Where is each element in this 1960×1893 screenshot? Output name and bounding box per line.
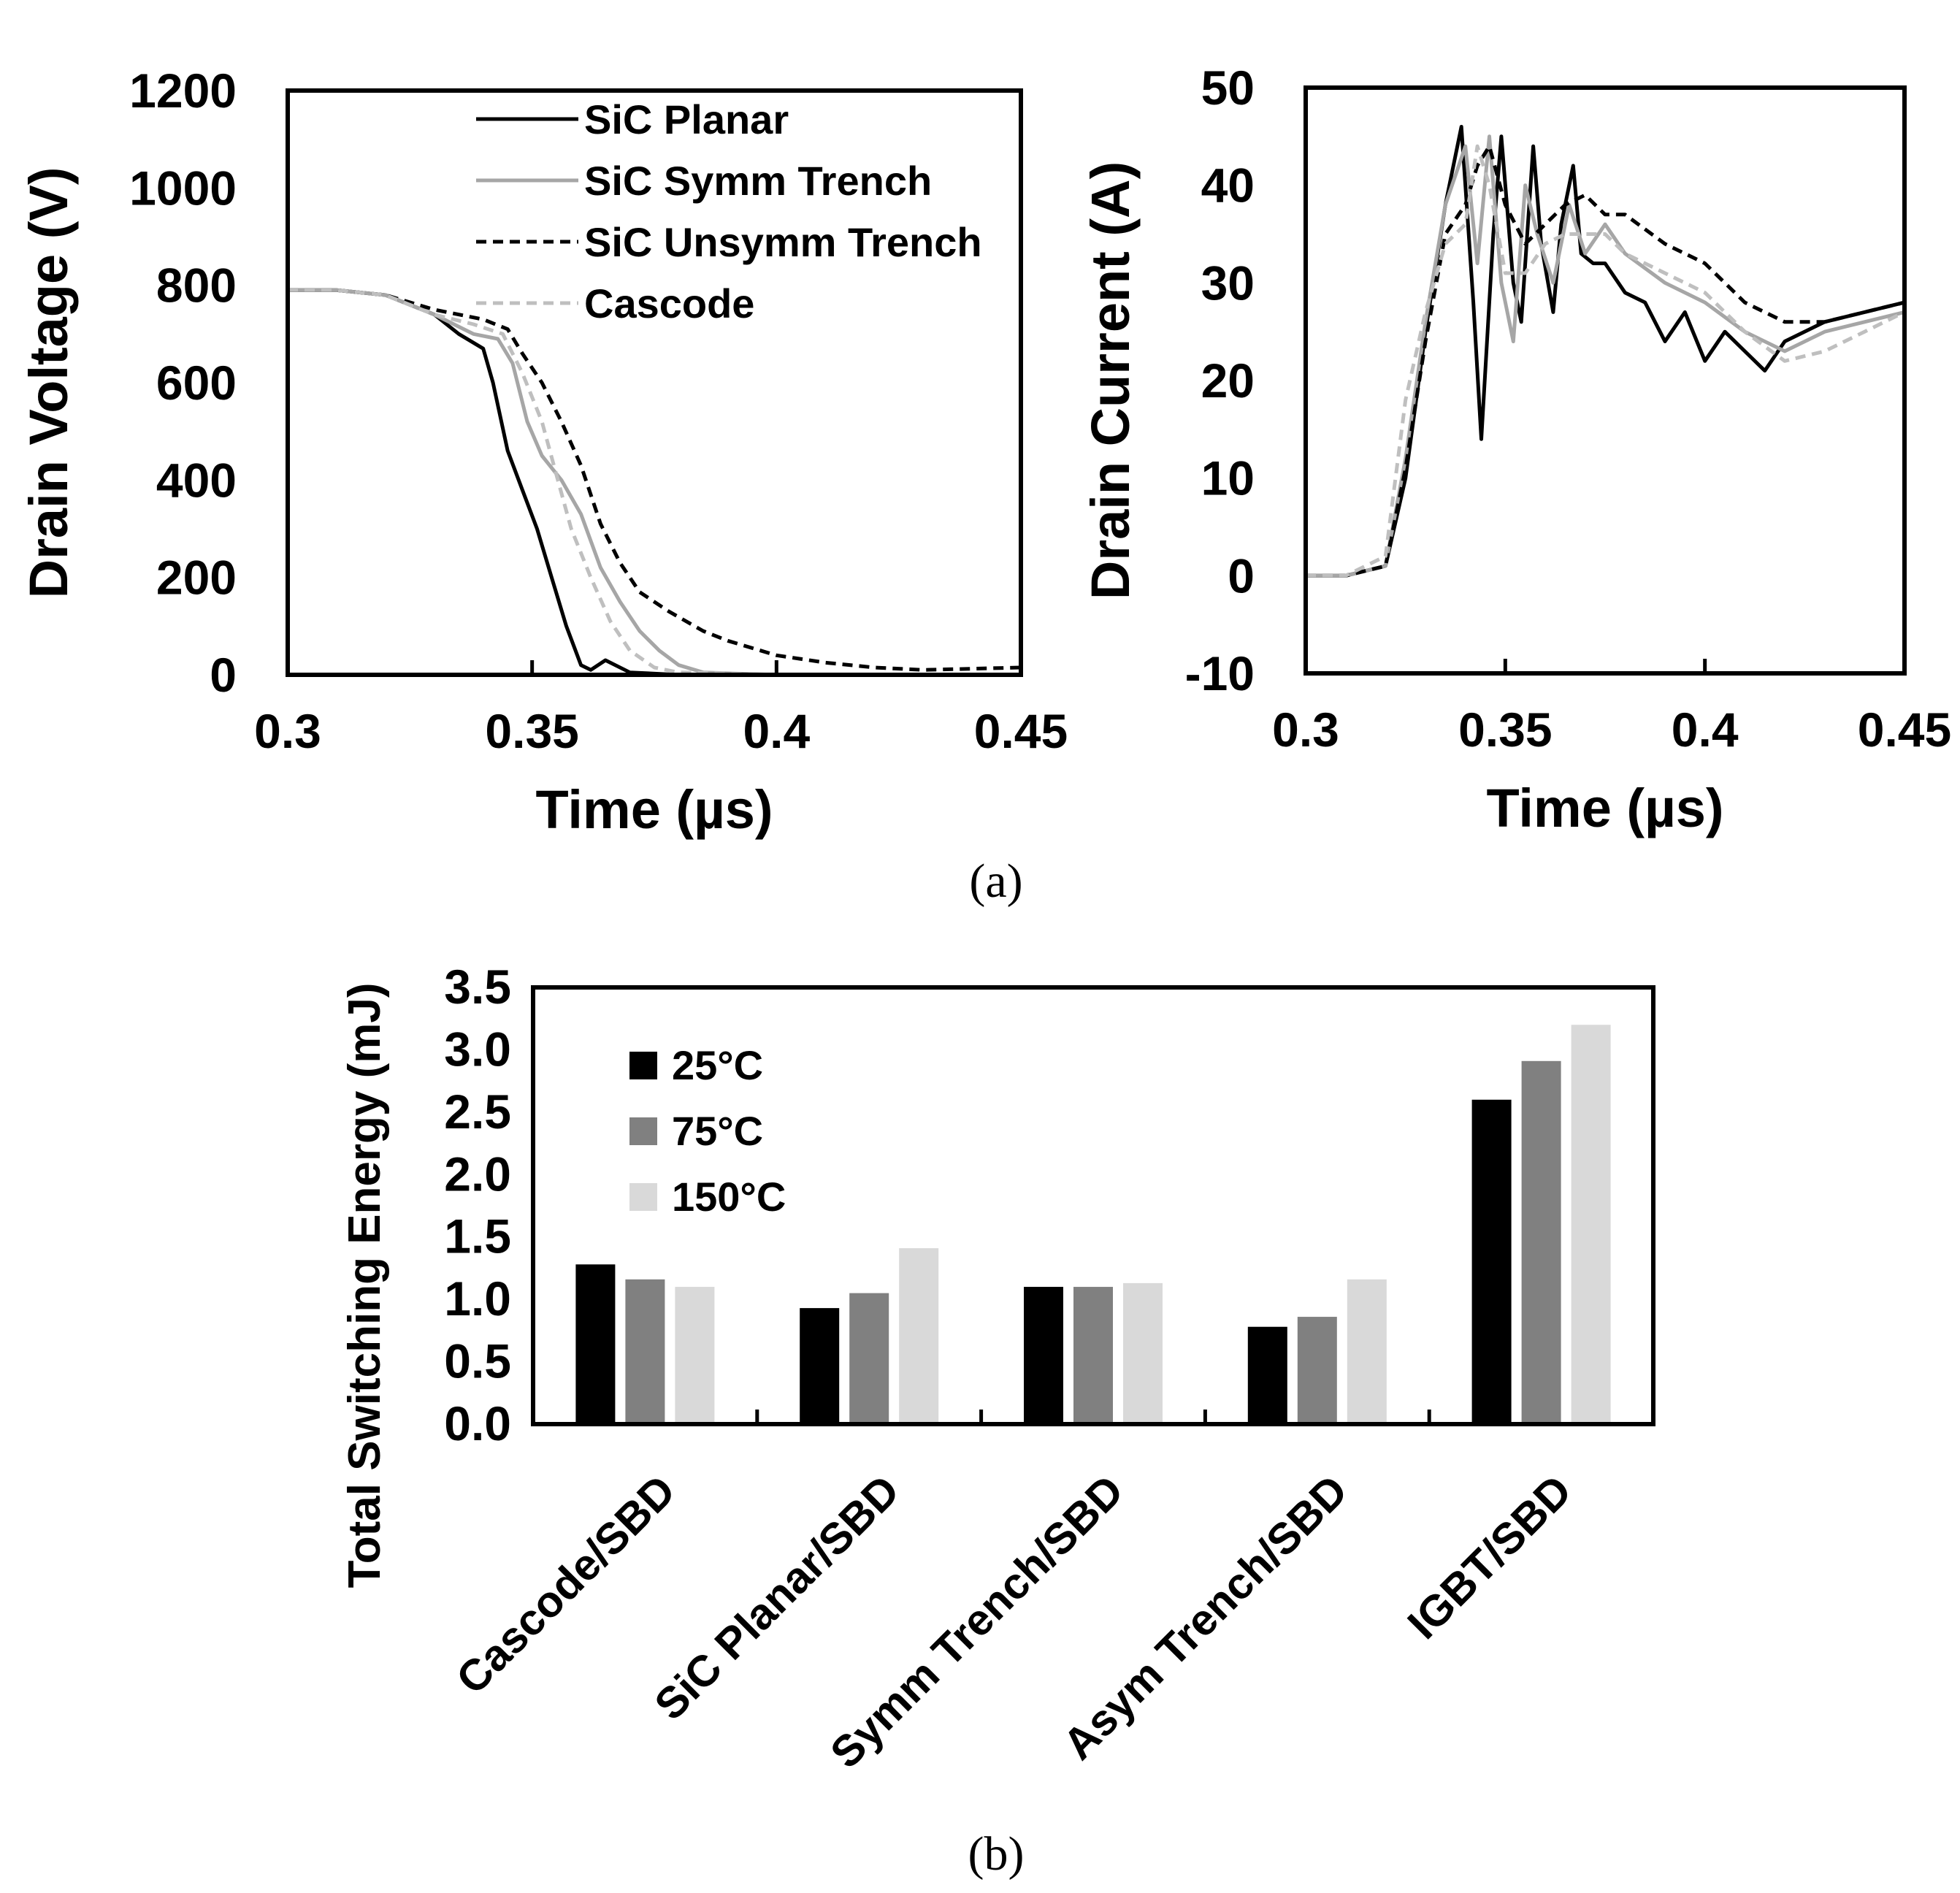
- current-x-tick-label: 0.35: [1458, 703, 1552, 757]
- voltage-series-line-sic-symm-trench: [288, 288, 1021, 677]
- energy-y-tick-label: 0.0: [444, 1396, 511, 1450]
- voltage-x-tick-label: 0.4: [743, 704, 810, 758]
- energy-bar-symm-trench-sbd-75-c: [1073, 1287, 1113, 1424]
- energy-category-label: SiC Planar/SBD: [645, 1466, 908, 1729]
- energy-plot-frame: [531, 985, 1655, 1426]
- energy-bar-symm-trench-sbd-150-c: [1123, 1282, 1163, 1424]
- drain-voltage-chart: 0 200 400 600 800 1000 1200 0.3 0.35 0.4 0.45 Time …: [18, 64, 1068, 840]
- voltage-legend-label-sic-unsymm-trench: SiC Unsymm Trench: [584, 219, 982, 265]
- energy-category-label: Cascode/SBD: [447, 1466, 685, 1704]
- voltage-series-line-sic-unsymm-trench: [288, 288, 1022, 672]
- energy-bar-sic-planar-sbd-150-c: [899, 1248, 939, 1424]
- energy-y-tick-label: 1.0: [444, 1271, 511, 1326]
- energy-y-tick-label: 2.5: [444, 1085, 511, 1139]
- current-y-tick-label: 50: [1201, 61, 1255, 115]
- energy-y-tick-label: 1.5: [444, 1209, 511, 1263]
- current-y-axis-label: Drain Current (A): [1080, 161, 1141, 600]
- current-series-line-cascode: [1306, 144, 1906, 578]
- current-plot-frame: [1304, 85, 1907, 676]
- voltage-legend-label-sic-planar: SiC Planar: [584, 96, 789, 142]
- energy-y-tick-label: 3.5: [444, 960, 511, 1014]
- voltage-y-tick-label: 800: [156, 259, 237, 313]
- current-y-tick-label: 40: [1201, 158, 1255, 213]
- energy-category-label: IGBT/SBD: [1398, 1466, 1581, 1648]
- energy-bar-sic-planar-sbd-25-c: [800, 1308, 840, 1424]
- drain-current-chart: -10 0 10 20 30 40 50 0.3 0.35 0.4 0.45 Time (µs) Dra…: [1080, 61, 1951, 838]
- voltage-x-axis-label: Time (µs): [535, 779, 773, 840]
- voltage-x-tick-label: 0.3: [254, 704, 321, 758]
- voltage-y-tick-label: 0: [210, 648, 237, 702]
- energy-legend-label-75-c: 75°C: [672, 1108, 763, 1154]
- energy-bar-cascode-sbd-25-c: [575, 1264, 616, 1424]
- voltage-x-tick-label: 0.45: [974, 704, 1068, 758]
- voltage-y-tick-label: 1200: [129, 64, 237, 118]
- voltage-x-tick-label: 0.35: [485, 704, 578, 758]
- current-x-tick-label: 0.45: [1858, 703, 1951, 757]
- energy-bar-igbt-sbd-150-c: [1571, 1025, 1611, 1424]
- energy-legend-label-150-c: 150°C: [672, 1174, 786, 1220]
- voltage-series-line-sic-planar: [288, 288, 1021, 677]
- voltage-legend-label-sic-symm-trench: SiC Symm Trench: [584, 158, 932, 204]
- energy-y-tick-label: 0.5: [444, 1334, 511, 1388]
- energy-bar-asym-trench-sbd-150-c: [1347, 1279, 1387, 1424]
- current-y-tick-label: 30: [1201, 256, 1255, 310]
- panel-b-text: (b): [968, 1827, 1025, 1881]
- current-y-tick-label: 0: [1228, 548, 1255, 603]
- energy-y-axis-label: Total Switching Energy (mJ): [340, 982, 390, 1588]
- voltage-legend-label-cascode: Cascode: [584, 280, 754, 326]
- current-y-tick-label: 10: [1201, 451, 1255, 505]
- energy-bar-asym-trench-sbd-75-c: [1297, 1317, 1337, 1424]
- current-x-axis-label: Time (µs): [1486, 778, 1723, 838]
- energy-bar-igbt-sbd-75-c: [1521, 1060, 1561, 1424]
- energy-y-tick-label: 2.0: [444, 1147, 511, 1201]
- energy-y-tick-label: 3.0: [444, 1022, 511, 1076]
- panel-label-b: (b): [968, 1827, 1025, 1881]
- current-x-tick-label: 0.3: [1272, 703, 1339, 757]
- voltage-y-axis-label: Drain Voltage (V): [18, 167, 79, 599]
- energy-bar-symm-trench-sbd-25-c: [1024, 1287, 1063, 1424]
- energy-bar-cascode-sbd-150-c: [675, 1287, 715, 1424]
- energy-legend-swatch-75-c: [629, 1117, 657, 1145]
- current-y-tick-label: -10: [1185, 646, 1255, 700]
- voltage-series-line-cascode: [288, 288, 1021, 677]
- current-series-line-sic-planar: [1306, 125, 1905, 578]
- voltage-y-tick-label: 400: [156, 453, 237, 507]
- current-x-tick-label: 0.4: [1672, 703, 1739, 757]
- energy-legend-swatch-25-c: [629, 1052, 657, 1079]
- voltage-y-tick-label: 1000: [129, 161, 237, 215]
- voltage-plot-frame: [286, 88, 1023, 677]
- panel-a-text: (a): [969, 854, 1022, 908]
- panel-label-a: (a): [969, 854, 1022, 908]
- voltage-y-tick-label: 200: [156, 551, 237, 605]
- energy-bar-igbt-sbd-25-c: [1471, 1099, 1512, 1424]
- energy-bar-sic-planar-sbd-75-c: [849, 1293, 889, 1424]
- energy-bar-asym-trench-sbd-25-c: [1247, 1326, 1287, 1424]
- energy-bar-cascode-sbd-75-c: [625, 1279, 665, 1424]
- energy-legend-label-25-c: 25°C: [672, 1042, 763, 1088]
- voltage-y-tick-label: 600: [156, 356, 237, 410]
- energy-legend-swatch-150-c: [629, 1183, 657, 1211]
- current-y-tick-label: 20: [1201, 353, 1255, 408]
- current-series-line-sic-unsymm-trench: [1306, 144, 1905, 578]
